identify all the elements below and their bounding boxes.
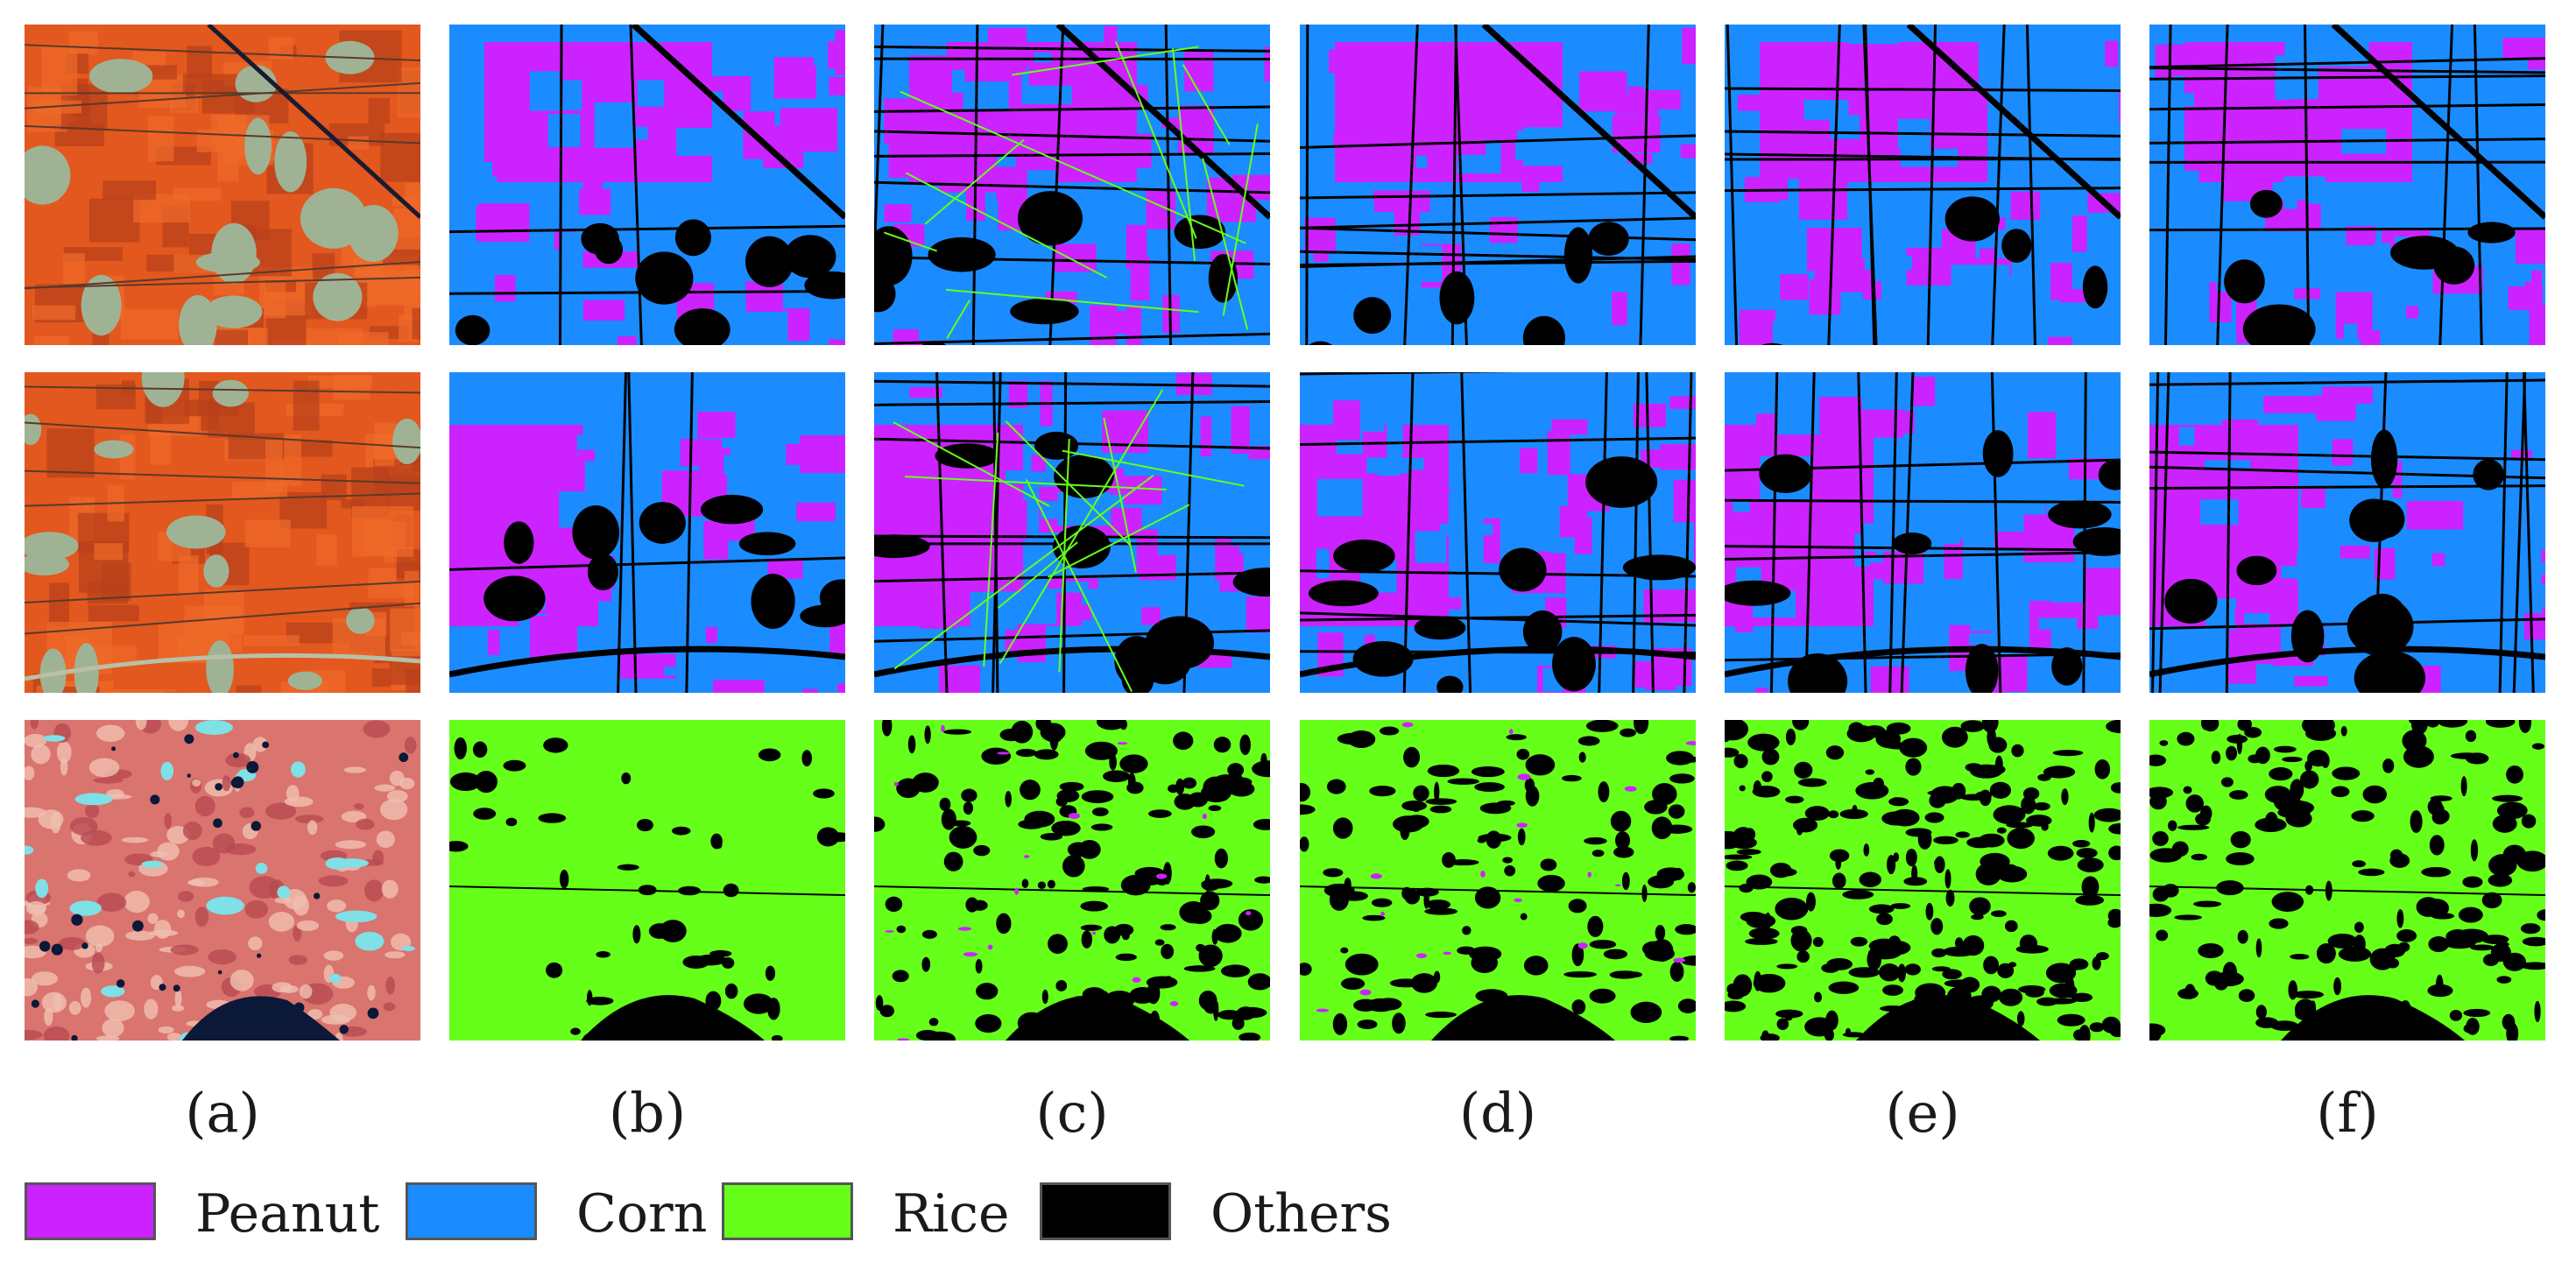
- tile-graphic: [1300, 372, 1696, 693]
- column-label-b: (b): [608, 1081, 687, 1145]
- column-label-c: (c): [1035, 1081, 1109, 1145]
- legend-label-corn: Corn: [576, 1183, 708, 1245]
- classification-map-f-row-1: [2149, 25, 2545, 345]
- tile-graphic: [25, 372, 420, 693]
- classification-map-d-row-2: [1300, 372, 1696, 693]
- tile-graphic: [449, 720, 845, 1041]
- classification-map-e-row-1: [1725, 25, 2121, 345]
- tile-graphic: [874, 25, 1270, 345]
- tile-graphic: [1300, 720, 1696, 1041]
- legend-swatch-peanut: [25, 1182, 156, 1240]
- legend-swatch-rice: [722, 1182, 853, 1240]
- tile-graphic: [1725, 372, 2121, 693]
- tile-graphic: [449, 372, 845, 693]
- legend-label-others: Others: [1210, 1183, 1392, 1245]
- legend-label-peanut: Peanut: [195, 1183, 380, 1245]
- column-label-e: (e): [1885, 1081, 1960, 1145]
- tile-graphic: [874, 720, 1270, 1041]
- tile-graphic: [25, 25, 420, 345]
- column-label-d: (d): [1458, 1081, 1537, 1145]
- legend-swatch-corn: [406, 1182, 537, 1240]
- tile-graphic: [1300, 25, 1696, 345]
- tile-graphic: [1725, 720, 2121, 1041]
- classification-map-e-row-3: [1725, 720, 2121, 1041]
- tile-graphic: [2149, 720, 2545, 1041]
- classification-map-b-row-1: [449, 25, 845, 345]
- classification-map-b-row-3: [449, 720, 845, 1041]
- legend-swatch-others: [1040, 1182, 1171, 1240]
- satellite-image-a-row-1: [25, 25, 420, 345]
- tile-graphic: [2149, 25, 2545, 345]
- tile-graphic: [2149, 372, 2545, 693]
- tile-graphic: [874, 372, 1270, 693]
- legend-label-rice: Rice: [893, 1183, 1010, 1245]
- classification-map-c-row-1: [874, 25, 1270, 345]
- tile-graphic: [1725, 25, 2121, 345]
- satellite-image-a-row-2: [25, 372, 420, 693]
- classification-map-f-row-3: [2149, 720, 2545, 1041]
- tile-graphic: [25, 720, 420, 1041]
- classification-map-d-row-3: [1300, 720, 1696, 1041]
- classification-map-f-row-2: [2149, 372, 2545, 693]
- classification-map-e-row-2: [1725, 372, 2121, 693]
- classification-map-c-row-3: [874, 720, 1270, 1041]
- classification-map-c-row-2: [874, 372, 1270, 693]
- column-label-f: (f): [2316, 1081, 2379, 1145]
- column-label-a: (a): [185, 1081, 260, 1145]
- classification-map-d-row-1: [1300, 25, 1696, 345]
- tile-graphic: [449, 25, 845, 345]
- satellite-image-a-row-3: [25, 720, 420, 1041]
- classification-map-b-row-2: [449, 372, 845, 693]
